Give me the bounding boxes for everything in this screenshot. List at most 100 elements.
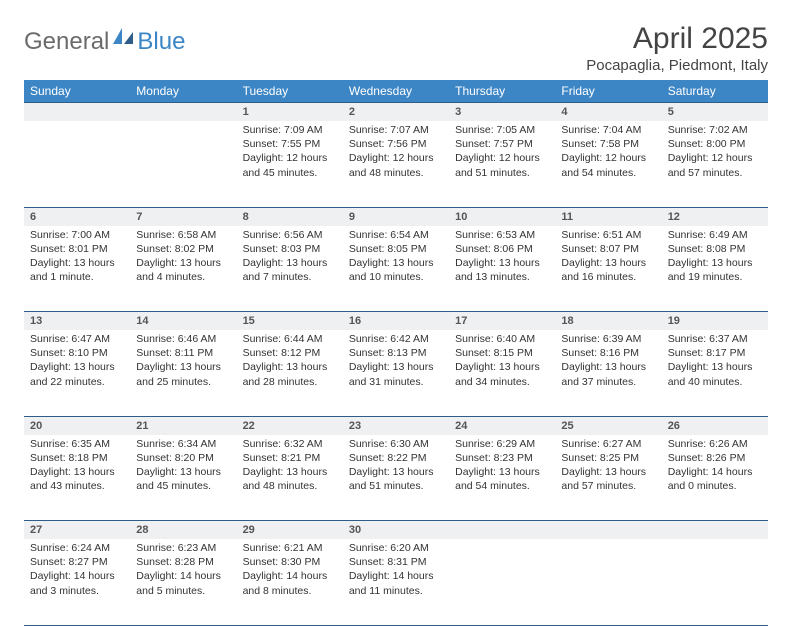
day-number: 25 — [555, 416, 661, 435]
sunrise-text: Sunrise: 7:07 AM — [349, 123, 443, 137]
sunset-text: Sunset: 7:55 PM — [243, 137, 337, 151]
day-cell: Sunrise: 6:40 AMSunset: 8:15 PMDaylight:… — [449, 330, 555, 416]
day-cell: Sunrise: 6:39 AMSunset: 8:16 PMDaylight:… — [555, 330, 661, 416]
weekday-header: Monday — [130, 80, 236, 103]
calendar-table: SundayMondayTuesdayWednesdayThursdayFrid… — [24, 80, 768, 626]
sunrise-text: Sunrise: 7:04 AM — [561, 123, 655, 137]
sunset-text: Sunset: 8:11 PM — [136, 346, 230, 360]
calendar-head: SundayMondayTuesdayWednesdayThursdayFrid… — [24, 80, 768, 103]
day-number: 3 — [449, 103, 555, 122]
daylight-text: Daylight: 13 hours and 22 minutes. — [30, 360, 124, 388]
day-cell: Sunrise: 6:32 AMSunset: 8:21 PMDaylight:… — [237, 435, 343, 521]
sunrise-text: Sunrise: 6:24 AM — [30, 541, 124, 555]
daylight-text: Daylight: 12 hours and 51 minutes. — [455, 151, 549, 179]
sunrise-text: Sunrise: 6:53 AM — [455, 228, 549, 242]
day-number: 5 — [662, 103, 768, 122]
sunrise-text: Sunrise: 6:23 AM — [136, 541, 230, 555]
day-number — [662, 521, 768, 540]
daylight-text: Daylight: 13 hours and 10 minutes. — [349, 256, 443, 284]
daylight-text: Daylight: 14 hours and 3 minutes. — [30, 569, 124, 597]
day-number: 4 — [555, 103, 661, 122]
sunset-text: Sunset: 8:18 PM — [30, 451, 124, 465]
daylight-text: Daylight: 14 hours and 11 minutes. — [349, 569, 443, 597]
title-block: April 2025 Pocapaglia, Piedmont, Italy — [586, 22, 768, 74]
weekday-header: Tuesday — [237, 80, 343, 103]
sunset-text: Sunset: 8:21 PM — [243, 451, 337, 465]
sunset-text: Sunset: 8:08 PM — [668, 242, 762, 256]
day-cell: Sunrise: 6:29 AMSunset: 8:23 PMDaylight:… — [449, 435, 555, 521]
sunset-text: Sunset: 8:23 PM — [455, 451, 549, 465]
day-cell: Sunrise: 6:54 AMSunset: 8:05 PMDaylight:… — [343, 226, 449, 312]
daylight-text: Daylight: 14 hours and 8 minutes. — [243, 569, 337, 597]
weekday-header: Thursday — [449, 80, 555, 103]
daylight-text: Daylight: 13 hours and 13 minutes. — [455, 256, 549, 284]
day-cell: Sunrise: 6:53 AMSunset: 8:06 PMDaylight:… — [449, 226, 555, 312]
day-cell: Sunrise: 6:56 AMSunset: 8:03 PMDaylight:… — [237, 226, 343, 312]
day-number: 11 — [555, 207, 661, 226]
sunrise-text: Sunrise: 6:35 AM — [30, 437, 124, 451]
sunrise-text: Sunrise: 6:46 AM — [136, 332, 230, 346]
sunset-text: Sunset: 7:58 PM — [561, 137, 655, 151]
daylight-text: Daylight: 13 hours and 43 minutes. — [30, 465, 124, 493]
day-number: 13 — [24, 312, 130, 331]
sunrise-text: Sunrise: 6:32 AM — [243, 437, 337, 451]
sunset-text: Sunset: 8:10 PM — [30, 346, 124, 360]
logo-sail-icon — [113, 28, 133, 44]
day-cell: Sunrise: 6:20 AMSunset: 8:31 PMDaylight:… — [343, 539, 449, 625]
day-cell — [662, 539, 768, 625]
day-cell: Sunrise: 6:47 AMSunset: 8:10 PMDaylight:… — [24, 330, 130, 416]
day-number: 29 — [237, 521, 343, 540]
page-subtitle: Pocapaglia, Piedmont, Italy — [586, 57, 768, 74]
daylight-text: Daylight: 13 hours and 19 minutes. — [668, 256, 762, 284]
daylight-text: Daylight: 13 hours and 37 minutes. — [561, 360, 655, 388]
page-header: General Blue April 2025 Pocapaglia, Pied… — [24, 22, 768, 74]
day-cell: Sunrise: 7:05 AMSunset: 7:57 PMDaylight:… — [449, 121, 555, 207]
day-cell — [449, 539, 555, 625]
sunrise-text: Sunrise: 7:02 AM — [668, 123, 762, 137]
day-number: 28 — [130, 521, 236, 540]
day-cell: Sunrise: 6:21 AMSunset: 8:30 PMDaylight:… — [237, 539, 343, 625]
day-number: 8 — [237, 207, 343, 226]
sunrise-text: Sunrise: 6:54 AM — [349, 228, 443, 242]
logo-word2: Blue — [137, 28, 185, 56]
sunrise-text: Sunrise: 6:49 AM — [668, 228, 762, 242]
day-number — [130, 103, 236, 122]
day-number — [24, 103, 130, 122]
day-number: 7 — [130, 207, 236, 226]
day-number: 24 — [449, 416, 555, 435]
sunrise-text: Sunrise: 6:51 AM — [561, 228, 655, 242]
weekday-header: Friday — [555, 80, 661, 103]
daylight-text: Daylight: 13 hours and 25 minutes. — [136, 360, 230, 388]
day-cell: Sunrise: 6:49 AMSunset: 8:08 PMDaylight:… — [662, 226, 768, 312]
daylight-text: Daylight: 13 hours and 54 minutes. — [455, 465, 549, 493]
sunset-text: Sunset: 8:15 PM — [455, 346, 549, 360]
day-cell: Sunrise: 6:34 AMSunset: 8:20 PMDaylight:… — [130, 435, 236, 521]
daylight-text: Daylight: 13 hours and 40 minutes. — [668, 360, 762, 388]
day-cell: Sunrise: 6:23 AMSunset: 8:28 PMDaylight:… — [130, 539, 236, 625]
sunrise-text: Sunrise: 6:27 AM — [561, 437, 655, 451]
daylight-text: Daylight: 12 hours and 57 minutes. — [668, 151, 762, 179]
sunset-text: Sunset: 8:13 PM — [349, 346, 443, 360]
sunset-text: Sunset: 8:16 PM — [561, 346, 655, 360]
day-cell: Sunrise: 6:26 AMSunset: 8:26 PMDaylight:… — [662, 435, 768, 521]
daylight-text: Daylight: 13 hours and 48 minutes. — [243, 465, 337, 493]
day-cell: Sunrise: 7:09 AMSunset: 7:55 PMDaylight:… — [237, 121, 343, 207]
day-number: 14 — [130, 312, 236, 331]
sunset-text: Sunset: 8:27 PM — [30, 555, 124, 569]
day-number: 6 — [24, 207, 130, 226]
day-number: 30 — [343, 521, 449, 540]
day-number: 19 — [662, 312, 768, 331]
daylight-text: Daylight: 13 hours and 34 minutes. — [455, 360, 549, 388]
daylight-text: Daylight: 13 hours and 51 minutes. — [349, 465, 443, 493]
sunset-text: Sunset: 7:57 PM — [455, 137, 549, 151]
weekday-header: Saturday — [662, 80, 768, 103]
daylight-text: Daylight: 13 hours and 31 minutes. — [349, 360, 443, 388]
sunset-text: Sunset: 8:28 PM — [136, 555, 230, 569]
sunset-text: Sunset: 8:05 PM — [349, 242, 443, 256]
sunset-text: Sunset: 8:00 PM — [668, 137, 762, 151]
page-title: April 2025 — [586, 22, 768, 55]
sunrise-text: Sunrise: 6:29 AM — [455, 437, 549, 451]
day-number: 26 — [662, 416, 768, 435]
sunrise-text: Sunrise: 6:21 AM — [243, 541, 337, 555]
day-number: 10 — [449, 207, 555, 226]
